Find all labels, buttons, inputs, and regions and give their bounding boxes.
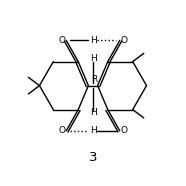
Text: 3: 3 xyxy=(89,151,97,164)
Text: H: H xyxy=(90,36,96,45)
Text: H: H xyxy=(90,126,96,135)
Text: H: H xyxy=(90,54,96,63)
Text: O: O xyxy=(58,126,65,135)
Text: O: O xyxy=(121,126,128,135)
Text: O: O xyxy=(58,36,65,45)
Text: H: H xyxy=(90,108,96,117)
Text: R: R xyxy=(91,75,97,84)
Text: O: O xyxy=(121,36,128,45)
